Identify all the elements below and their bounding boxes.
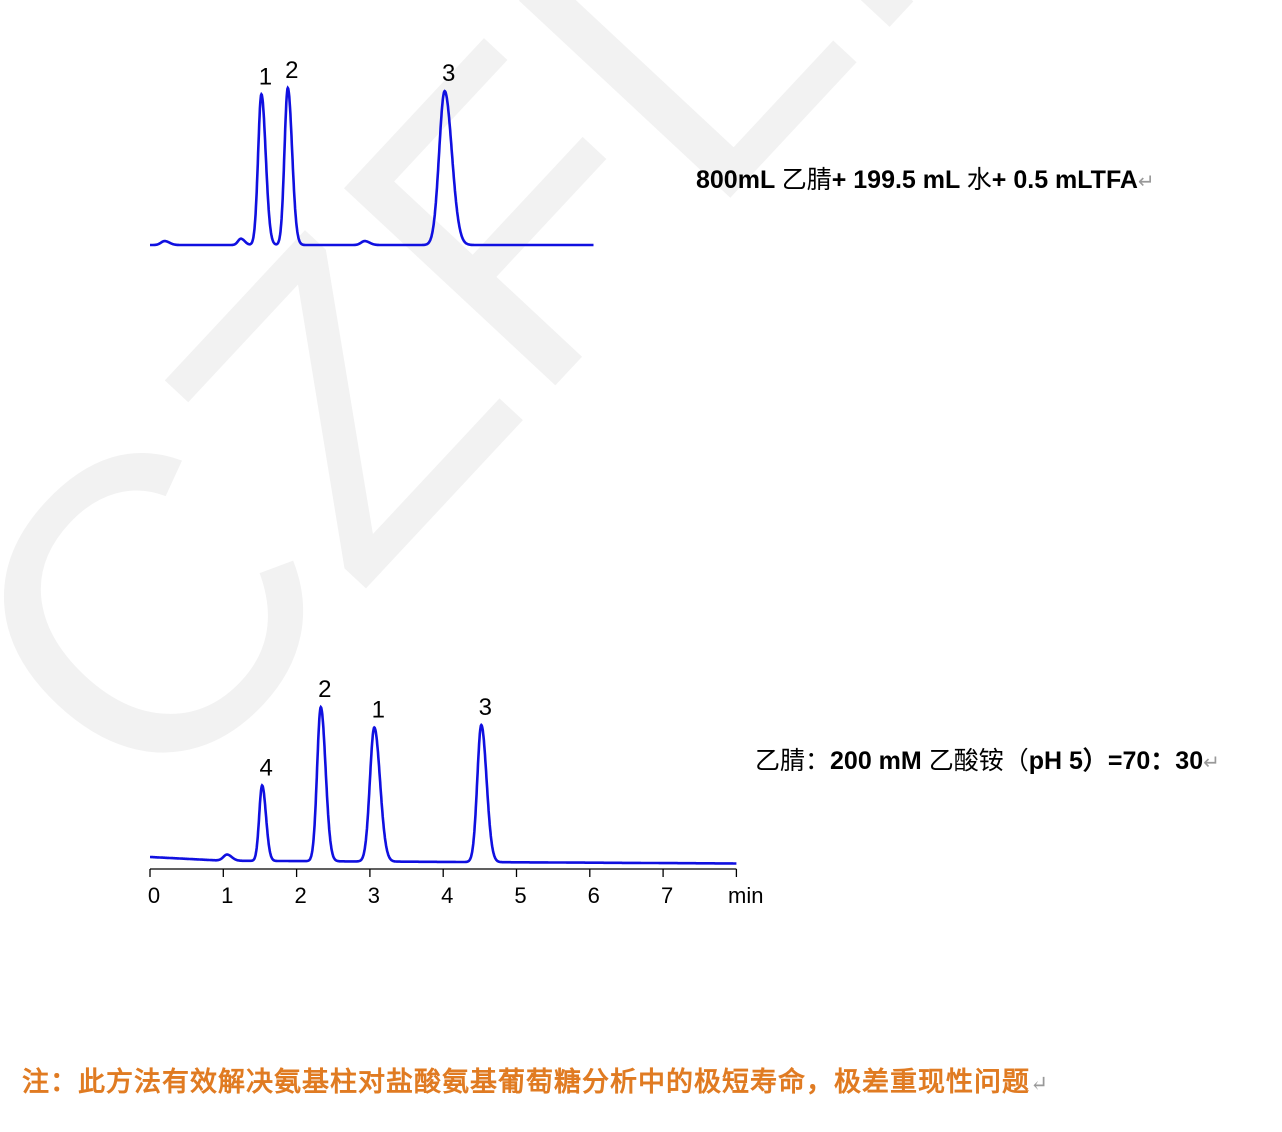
cond-text: 800mL — [696, 166, 782, 194]
mobile-phase-bottom: 乙腈：200 mM 乙酸铵（pH 5）=70：30 — [755, 741, 1220, 777]
peak-label: 2 — [285, 57, 298, 84]
x-tick-label: 3 — [368, 883, 380, 908]
peak-label: 1 — [259, 63, 272, 90]
x-tick-label: 0 — [148, 883, 160, 908]
peak-label: 4 — [259, 754, 272, 781]
x-axis-label: min — [728, 883, 763, 908]
peak-label: 2 — [318, 676, 331, 703]
cond-text: 水 — [966, 166, 992, 194]
chromatogram-bottom: 4 2 1 3 0 1 2 3 4 5 6 7 min — [148, 676, 764, 908]
peak-label: 3 — [479, 694, 492, 721]
x-tick-label: 5 — [514, 883, 526, 908]
mobile-phase-top: 800mL 乙腈+ 199.5 mL 水+ 0.5 mLTFA — [696, 160, 1155, 196]
x-tick-label: 6 — [588, 883, 600, 908]
cond-text: 乙酸铵（ — [928, 747, 1029, 775]
cond-text: + 199.5 mL — [831, 166, 967, 194]
trace-line — [150, 85, 594, 247]
x-tick-label: 2 — [294, 883, 306, 908]
note-text: 注：此方法有效解决氨基柱对盐酸氨基葡萄糖分析中的极短寿命，极差重现性问题 — [22, 1060, 1049, 1099]
trace-line — [150, 704, 737, 865]
x-tick-label: 1 — [221, 883, 233, 908]
cond-text: pH 5 — [1028, 747, 1083, 775]
peak-label: 1 — [372, 697, 385, 724]
cond-text: ）=70：30 — [1082, 747, 1204, 775]
cond-text: + 0.5 mLTFA — [991, 166, 1138, 194]
cond-text: 乙腈 — [781, 166, 832, 194]
cond-text: 200 mM — [830, 747, 929, 775]
x-tick-label: 7 — [661, 883, 673, 908]
cond-text: 乙腈： — [755, 747, 831, 775]
peak-label: 3 — [442, 60, 455, 87]
x-tick-label: 4 — [441, 883, 453, 908]
